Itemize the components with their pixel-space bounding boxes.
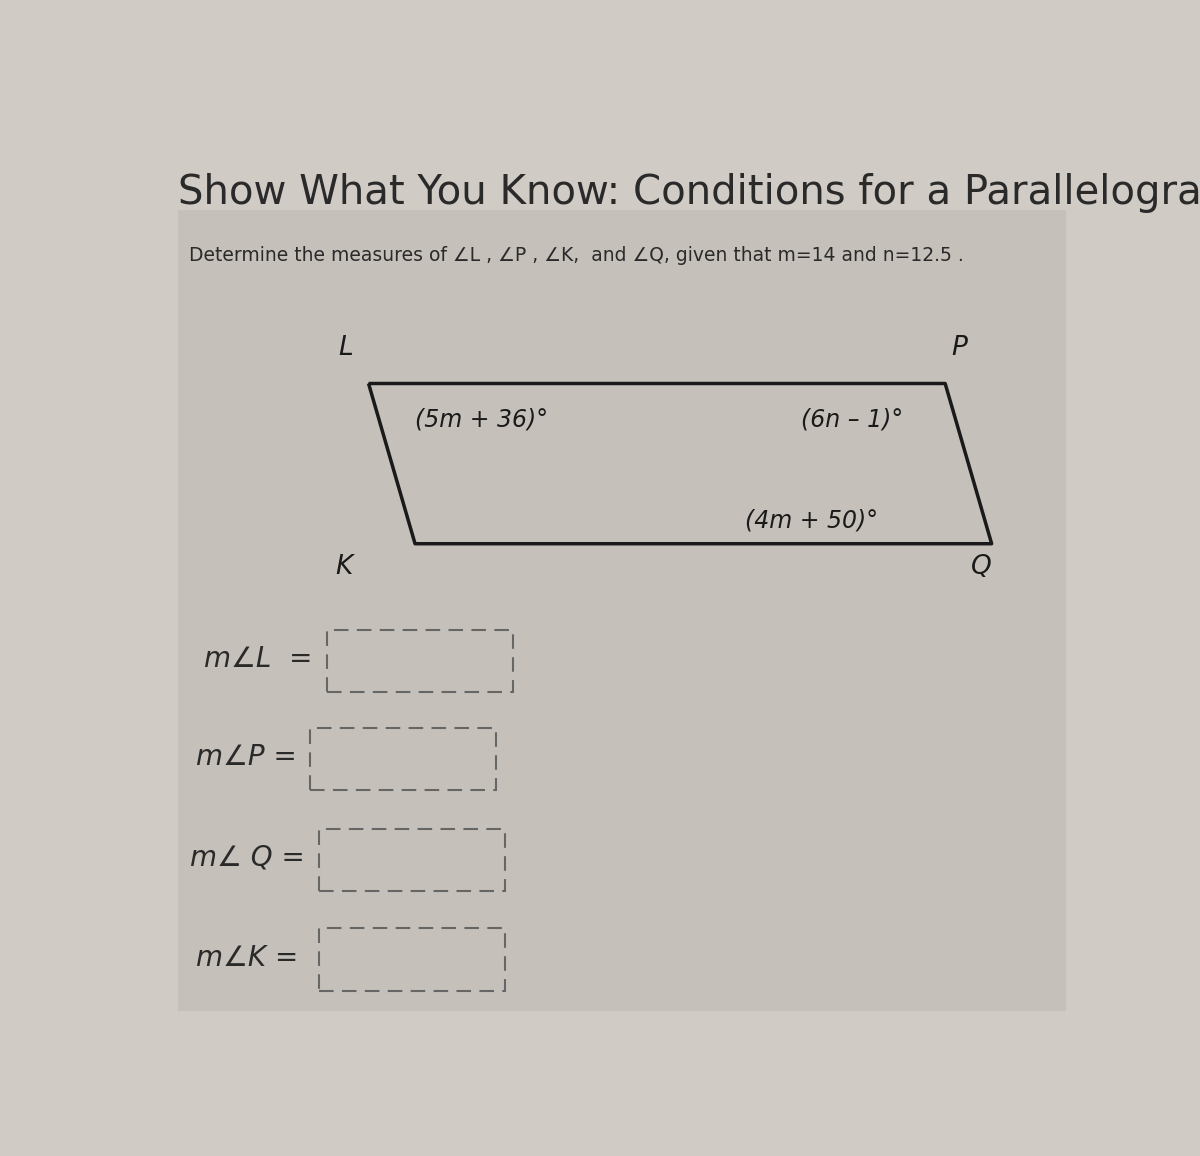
Text: Determine the measures of ∠L , ∠P , ∠K,  and ∠Q, given that m=14 and n=12.5 .: Determine the measures of ∠L , ∠P , ∠K, … [190, 245, 964, 265]
Text: m∠L  =: m∠L = [204, 645, 312, 674]
Text: (5m + 36)°: (5m + 36)° [415, 408, 548, 431]
Bar [310, 728, 496, 791]
Text: m∠ Q =: m∠ Q = [190, 844, 305, 872]
Bar [326, 630, 512, 692]
Text: (6n – 1)°: (6n – 1)° [802, 408, 904, 431]
Bar [319, 928, 505, 991]
Text: Q: Q [971, 555, 992, 580]
Text: m∠P =: m∠P = [197, 743, 298, 771]
Text: m∠K =: m∠K = [197, 943, 299, 972]
Text: Show What You Know: Conditions for a Parallelogram: Show What You Know: Conditions for a Par… [178, 172, 1200, 213]
Text: (4m + 50)°: (4m + 50)° [745, 509, 878, 532]
Text: K: K [336, 555, 353, 580]
Text: L: L [338, 335, 353, 361]
Text: P: P [952, 335, 967, 361]
Bar [319, 829, 505, 891]
